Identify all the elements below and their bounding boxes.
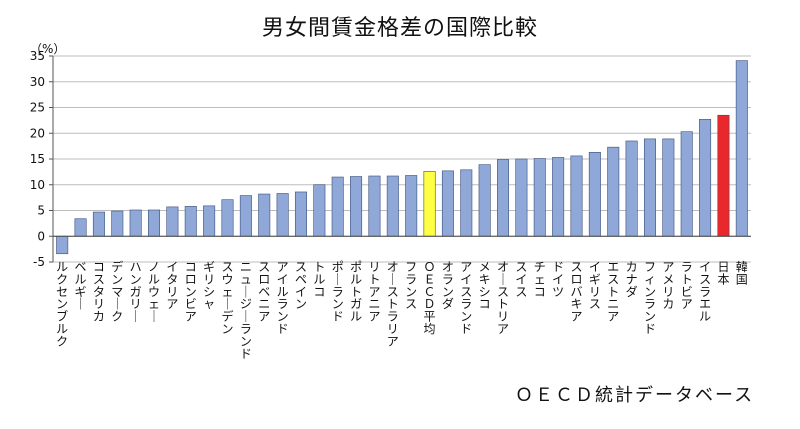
bar (203, 205, 216, 237)
bar (148, 209, 161, 237)
bar (276, 193, 289, 237)
bar (625, 140, 638, 237)
bar (294, 191, 307, 237)
bar (184, 206, 197, 237)
category-label: スペイン (295, 260, 307, 311)
category-label: スウェ｜デン (221, 260, 233, 336)
category-label: アメリカ (662, 260, 674, 311)
bar (313, 184, 326, 237)
bar (405, 175, 418, 237)
bar (460, 169, 473, 237)
bar (239, 195, 252, 237)
category-label: フィンランド (644, 260, 656, 336)
category-label: ルクセンブルク (56, 260, 68, 348)
bar (331, 176, 344, 237)
bar (552, 157, 565, 237)
bar (607, 146, 620, 237)
category-label: ハンガリ｜ (130, 260, 142, 324)
category-label: ラトビア (681, 260, 693, 311)
category-label: ドイツ (552, 260, 564, 299)
category-label: オランダ (442, 260, 454, 311)
category-label: ギリシャ (203, 260, 215, 311)
bar (643, 138, 656, 237)
bar (56, 235, 69, 255)
bar (478, 164, 491, 237)
category-label: スイス (515, 260, 527, 299)
category-label: ＯＥＣＤ平均 (424, 260, 436, 336)
category-label: 韓国 (736, 260, 748, 286)
category-label: アイルランド (277, 260, 289, 336)
bar (533, 158, 546, 237)
bar (74, 218, 87, 237)
bar (350, 176, 363, 237)
category-label: コロンビア (185, 260, 197, 324)
category-label: ノルウェ｜ (148, 260, 160, 324)
y-tick-label: 15 (30, 152, 45, 166)
category-label: スロバキア (570, 260, 582, 324)
y-tick-label: 25 (30, 101, 45, 115)
bar (699, 119, 712, 237)
bar (662, 138, 675, 237)
category-label: リトアニア (368, 260, 380, 324)
bar (570, 155, 583, 237)
category-label: メキシコ (479, 260, 491, 311)
y-tick-label: 5 (37, 204, 45, 218)
y-tick-label: 0 (37, 229, 45, 243)
source-label: ＯＥＣＤ統計データベース (515, 385, 755, 406)
category-label: ポ｜ランド (332, 260, 344, 324)
category-label: 日本 (717, 260, 729, 286)
y-tick-label: 10 (30, 178, 45, 192)
category-label: ベルギ｜ (75, 260, 87, 311)
y-tick-label: 35 (30, 49, 45, 63)
bar (386, 175, 399, 237)
bar (221, 199, 234, 237)
bar (735, 60, 748, 237)
bar (111, 210, 124, 237)
bar (515, 158, 528, 237)
category-label: ポルトガル (350, 260, 362, 324)
category-label: イスラエル (699, 260, 711, 324)
category-label: フランス (405, 260, 417, 311)
category-label: チェコ (534, 260, 546, 299)
category-label: エストニア (607, 260, 619, 324)
bar (423, 171, 436, 237)
category-label: コスタリカ (93, 260, 105, 324)
category-label: オ｜ストリア (497, 260, 509, 336)
category-label: デンマ｜ク (111, 259, 123, 324)
bar (680, 131, 693, 237)
bar (368, 175, 381, 237)
category-label: カナダ (626, 260, 638, 299)
category-label: オ｜ストラリア (387, 260, 399, 348)
bar (441, 170, 454, 237)
bar (92, 211, 105, 237)
bar (588, 152, 601, 237)
category-label: トルコ (313, 260, 325, 299)
bar (129, 209, 142, 237)
y-axis-unit-label: （%） (30, 42, 66, 56)
bar (258, 193, 271, 237)
category-label: イギリス (589, 260, 601, 311)
chart-title: 男女間賃金格差の国際比較 (261, 16, 538, 41)
category-label: スロベニア (258, 260, 270, 324)
category-label: ニュ｜ジ｜ランド (240, 260, 252, 361)
category-label: アイスランド (460, 260, 472, 336)
bar (717, 114, 730, 237)
bar (166, 206, 179, 237)
y-tick-label: 30 (30, 75, 45, 89)
bar (497, 159, 510, 237)
category-label: イタリア (166, 260, 178, 311)
y-tick-label: -5 (33, 255, 45, 269)
y-tick-label: 20 (30, 126, 45, 140)
